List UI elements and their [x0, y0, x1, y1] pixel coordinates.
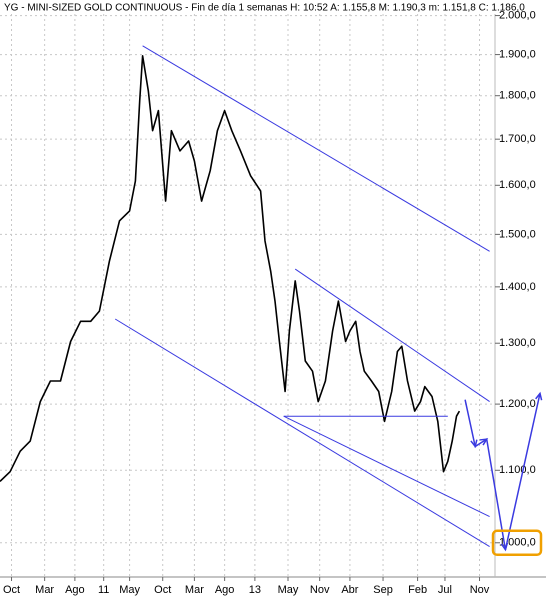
- chart-title: YG - MINI-SIZED GOLD CONTINUOUS - Fin de…: [4, 3, 525, 14]
- x-tick-label: May: [278, 584, 299, 596]
- x-tick-label: Sep: [373, 584, 393, 596]
- x-tick-label: 11: [98, 584, 109, 596]
- y-tick-label: 1.400,0: [499, 281, 536, 293]
- x-tick-label: 13: [249, 584, 261, 596]
- trendline: [294, 268, 490, 403]
- arrowhead: [535, 391, 543, 401]
- x-tick-label: Feb: [408, 584, 427, 596]
- y-tick-label: 1.200,0: [499, 398, 536, 410]
- x-tick-label: Nov: [470, 584, 490, 596]
- highlight-box: [491, 529, 543, 557]
- arrowhead: [470, 439, 478, 449]
- y-tick-label: 1.900,0: [499, 48, 536, 60]
- arrowhead: [500, 542, 509, 552]
- x-tick-label: Jul: [438, 584, 452, 596]
- x-tick-label: Mar: [35, 584, 54, 596]
- x-tick-label: May: [119, 584, 140, 596]
- trendline: [114, 318, 490, 548]
- x-tick-label: Mar: [185, 584, 204, 596]
- x-tick-label: Nov: [310, 584, 330, 596]
- x-tick-label: Abr: [341, 584, 358, 596]
- y-tick-label: 1.300,0: [499, 337, 536, 349]
- y-tick-label: 1.700,0: [499, 133, 536, 145]
- y-tick-label: 1.100,0: [499, 464, 536, 476]
- y-tick-label: 2.000,0: [499, 9, 536, 21]
- x-tick-label: Ago: [65, 584, 85, 596]
- y-tick-label: 1.500,0: [499, 228, 536, 240]
- y-tick-label: 1.800,0: [499, 90, 536, 102]
- y-tick-label: 1.600,0: [499, 179, 536, 191]
- price-line: [0, 55, 461, 482]
- arrowhead: [479, 438, 489, 446]
- x-tick-label: Ago: [215, 584, 235, 596]
- x-tick-label: Oct: [3, 584, 20, 596]
- trendline: [142, 45, 490, 252]
- x-tick-label: Oct: [154, 584, 171, 596]
- trendline: [283, 415, 490, 518]
